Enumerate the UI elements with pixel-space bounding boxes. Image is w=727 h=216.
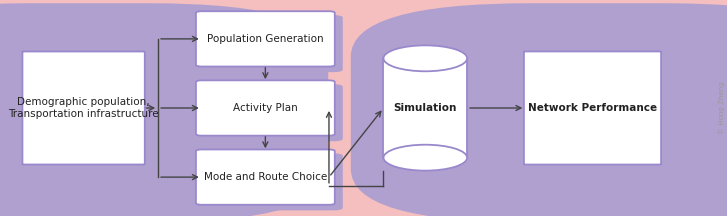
FancyBboxPatch shape bbox=[350, 3, 727, 216]
FancyBboxPatch shape bbox=[381, 48, 480, 178]
Text: Demographic population,
Transportation infrastructure: Demographic population, Transportation i… bbox=[8, 97, 159, 119]
FancyBboxPatch shape bbox=[196, 11, 334, 67]
Text: Activity Plan: Activity Plan bbox=[233, 103, 298, 113]
FancyBboxPatch shape bbox=[196, 149, 334, 205]
Text: Network Performance: Network Performance bbox=[528, 103, 657, 113]
Ellipse shape bbox=[383, 45, 467, 71]
FancyBboxPatch shape bbox=[0, 3, 329, 216]
Ellipse shape bbox=[383, 145, 467, 171]
Text: Mode and Route Choice: Mode and Route Choice bbox=[204, 172, 327, 182]
Text: Simulation: Simulation bbox=[393, 103, 457, 113]
Text: © Hong Zheng: © Hong Zheng bbox=[718, 82, 726, 134]
FancyBboxPatch shape bbox=[198, 15, 343, 72]
Polygon shape bbox=[384, 58, 467, 158]
FancyBboxPatch shape bbox=[524, 51, 661, 165]
FancyBboxPatch shape bbox=[198, 84, 343, 141]
FancyBboxPatch shape bbox=[23, 51, 145, 165]
FancyBboxPatch shape bbox=[198, 153, 343, 210]
Text: Population Generation: Population Generation bbox=[207, 34, 324, 44]
FancyBboxPatch shape bbox=[196, 80, 334, 136]
